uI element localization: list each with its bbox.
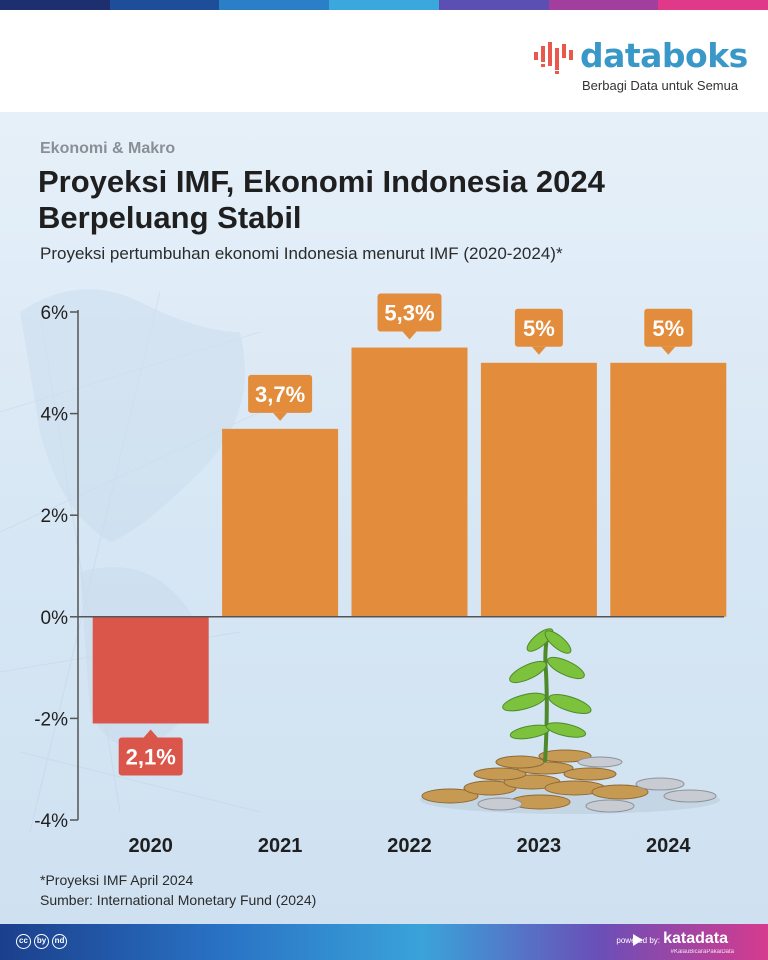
katadata-mark-icon (633, 934, 643, 946)
y-tick-label: 2% (41, 506, 69, 527)
databoks-logo[interactable]: databoks Berbagi Data untuk Semua (532, 36, 748, 106)
bar (480, 362, 597, 617)
data-label-pointer (402, 331, 417, 340)
bar-chart: 6% 4% 2% 0% -2% -4% 2,1% 2020 3,7% 2021 5,3% 2022 5%… (34, 293, 727, 857)
data-label-bubble (514, 308, 563, 347)
data-label: 2,1% (126, 744, 176, 769)
y-tick-label: -4% (34, 811, 68, 832)
x-category-label: 2021 (258, 835, 303, 857)
no-derivatives-icon: nd (52, 934, 67, 949)
bar (222, 428, 339, 617)
footnote: *Proyeksi IMF April 2024 (40, 872, 194, 888)
logo-tagline: Berbagi Data untuk Semua (582, 78, 739, 93)
x-category-label: 2020 (128, 835, 173, 857)
data-label-pointer (273, 412, 288, 421)
y-tick-label: 0% (41, 608, 69, 629)
x-category-label: 2023 (517, 835, 562, 857)
databoks-bars-icon (534, 42, 573, 74)
bar (610, 362, 727, 617)
data-label: 5,3% (384, 301, 434, 326)
x-category-label: 2024 (646, 835, 691, 857)
katadata-tagline: #KalauBicaraPakaiData (670, 949, 734, 955)
data-label-bubble (248, 374, 313, 413)
category-label: Ekonomi & Makro (40, 140, 176, 157)
chart-notes: *Proyeksi IMF April 2024 Sumber: Interna… (40, 870, 316, 910)
cc-icon: cc (16, 934, 31, 949)
infographic-panel: Ekonomi & Makro Proyeksi IMF, Ekonomi In… (0, 112, 768, 924)
data-label: 5% (652, 316, 684, 341)
top-stripe (0, 0, 768, 10)
creative-commons-icons: cc by nd (16, 934, 67, 949)
katadata-logo[interactable]: katadata (663, 930, 728, 947)
attribution-icon: by (34, 934, 49, 949)
y-tick-label: 6% (41, 303, 69, 324)
logo-text: databoks (580, 36, 748, 75)
data-label-bubble (644, 308, 693, 347)
source-note: Sumber: International Monetary Fund (202… (40, 892, 317, 908)
data-label-pointer (143, 729, 158, 738)
data-label-pointer (661, 346, 676, 355)
data-label-bubble (118, 737, 183, 776)
bar (351, 347, 468, 617)
y-tick-label: 4% (41, 405, 69, 426)
page-title: Proyeksi IMF, Ekonomi Indonesia 2024 Ber… (38, 164, 605, 235)
chart-subtitle: Proyeksi pertumbuhan ekonomi Indonesia m… (40, 244, 563, 263)
data-label-bubble (377, 293, 442, 332)
data-label-pointer (531, 346, 546, 355)
data-label: 3,7% (255, 382, 305, 407)
x-category-label: 2022 (387, 835, 432, 857)
data-label: 5% (523, 316, 555, 341)
footer: cc by nd powered by: katadata #KalauBica… (0, 924, 768, 960)
y-tick-label: -2% (34, 709, 68, 730)
plant-coins-illustration (420, 628, 720, 814)
bar (92, 616, 209, 724)
header: databoks Berbagi Data untuk Semua (0, 10, 768, 112)
